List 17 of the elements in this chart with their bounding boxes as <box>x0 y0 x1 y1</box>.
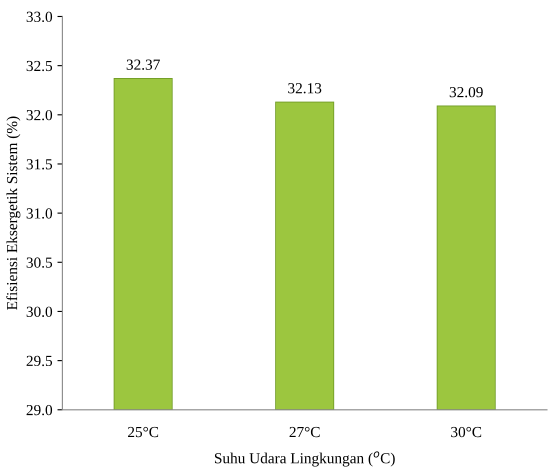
y-tick-label: 31.0 <box>26 208 52 219</box>
y-tick-label: 32.5 <box>26 60 52 72</box>
x-axis-title: Suhu Udara Lingkungan ($^{o}$C) <box>214 451 395 467</box>
y-tick-label: 31.5 <box>26 159 52 170</box>
y-axis-title: Efisiensi Eksergetik Sistem (%) <box>6 116 20 310</box>
y-tick-label: 32.0 <box>26 110 52 120</box>
y-tick-label: 30.0 <box>26 306 52 317</box>
x-tick-label: 25°C <box>128 426 158 438</box>
y-tick-label: 33.0 <box>26 12 52 22</box>
y-tick-label: 29.5 <box>26 356 52 366</box>
data-label: 32.13 <box>288 83 322 94</box>
x-tick-label: 30°C <box>451 426 482 438</box>
x-tick-label: 27°C <box>290 426 320 438</box>
y-tick-label: 29.0 <box>26 404 52 416</box>
data-label: 32.09 <box>450 86 483 98</box>
data-label: 32.37 <box>126 60 160 70</box>
y-tick-label: 30.5 <box>26 257 52 268</box>
